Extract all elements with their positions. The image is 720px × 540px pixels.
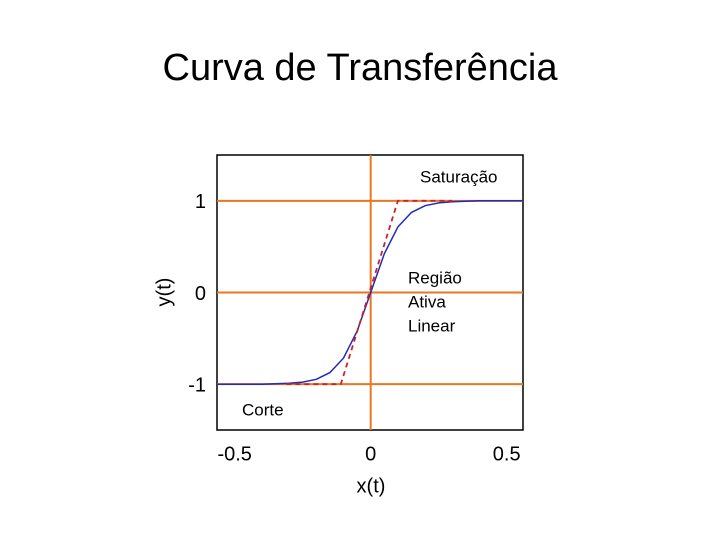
x-axis-label: x(t) bbox=[357, 475, 386, 497]
y-tick-label: 1 bbox=[195, 191, 206, 213]
series-line bbox=[217, 200, 523, 385]
y-tick-label: -1 bbox=[188, 374, 206, 396]
x-tick-label: -0.5 bbox=[217, 443, 251, 465]
y-tick-label: 0 bbox=[195, 283, 206, 305]
x-tick-label: 0.5 bbox=[493, 443, 521, 465]
annotation: Ativa bbox=[408, 292, 446, 311]
series-line bbox=[286, 199, 453, 386]
annotation: Linear bbox=[408, 316, 456, 335]
annotation: Saturação bbox=[420, 167, 498, 186]
x-tick-label: 0 bbox=[365, 443, 376, 465]
annotation: Corte bbox=[242, 400, 284, 419]
annotation: Região bbox=[408, 268, 462, 287]
slide-title: Curva de Transferência bbox=[163, 47, 559, 89]
y-axis-label: y(t) bbox=[153, 278, 175, 307]
